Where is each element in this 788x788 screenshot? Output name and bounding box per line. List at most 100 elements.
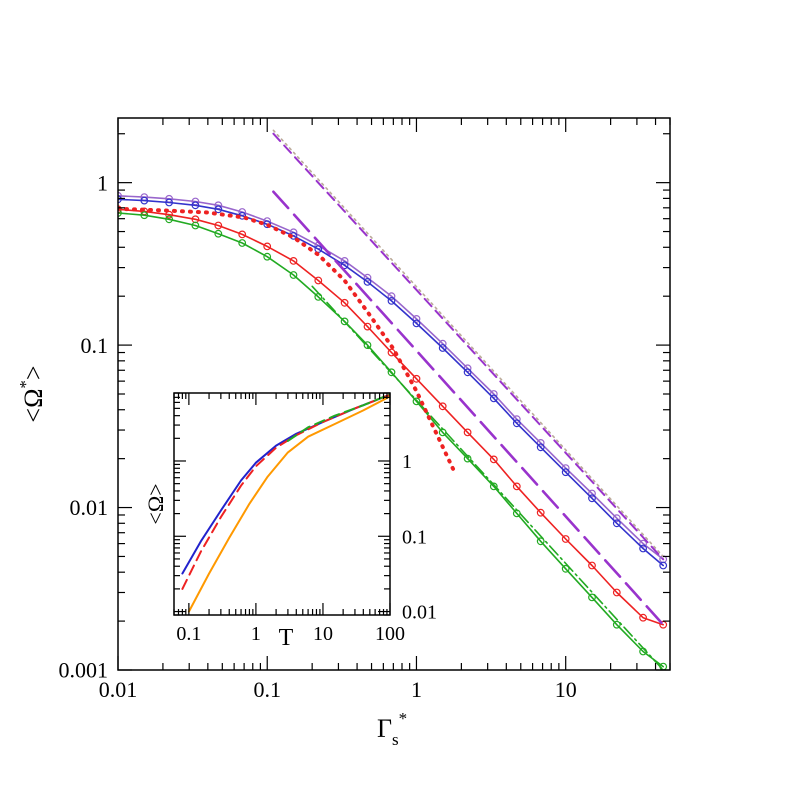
inset-x-tick-label: 100: [375, 623, 405, 645]
inset-plot-data: [181, 393, 390, 613]
main-series-0-point: [118, 191, 122, 200]
main-series-0-point: [639, 539, 647, 548]
main-series-1-point: [438, 344, 447, 352]
main-y-label-main: <Ω: [19, 389, 48, 423]
main-series-2-point: [238, 230, 247, 239]
inset-y-tick-label: 0.1: [402, 526, 427, 548]
main-series-0-point: [387, 292, 396, 301]
inset-series-2-line: [187, 395, 390, 613]
inset-series-3-line: [286, 393, 390, 442]
main-series-1-point: [489, 394, 498, 403]
main-series-2-point: [612, 588, 621, 597]
main-series-3-point: [363, 341, 372, 350]
main-series-0-point: [612, 514, 621, 523]
main-y-label-end: >: [19, 365, 48, 380]
main-series-2-point: [363, 322, 372, 331]
main-series-0-line: [118, 195, 664, 561]
main-series-1-point: [588, 494, 596, 503]
main-series-3-point: [387, 368, 396, 377]
main-series-3-point: [118, 209, 122, 217]
main-series-1-point: [118, 195, 122, 204]
inset-x-axis-label: T: [279, 625, 294, 651]
inset-y-axis-label: <Ω>: [143, 483, 168, 524]
inset-plot-frame: [173, 392, 391, 616]
main-y-axis-label: <Ω*>: [16, 365, 48, 422]
main-series-1-point: [140, 196, 149, 205]
main-x-label-sup: *: [399, 709, 408, 728]
main-y-tick-label: 0.01: [70, 495, 109, 520]
main-x-label-main: Γ: [377, 714, 392, 743]
main-series-3-point: [289, 271, 298, 279]
main-series-1-point: [612, 519, 621, 528]
main-series-2-point: [463, 428, 472, 437]
main-series-1-point: [387, 297, 396, 305]
main-series-2-point: [314, 276, 323, 285]
main-series-1-point: [214, 205, 223, 214]
inset-background: [174, 393, 390, 615]
main-plot-data: [118, 129, 668, 670]
main-plot-frame: [117, 117, 671, 671]
main-series-3-point: [214, 229, 223, 238]
main-x-tick-label: 10: [555, 677, 577, 702]
main-series-1-point: [165, 198, 174, 207]
main-series-4-line: [272, 132, 665, 561]
main-series-1-point: [363, 278, 372, 286]
main-x-tick-label: 1: [411, 677, 422, 702]
main-series-1-point: [639, 544, 647, 553]
main-y-tick-label: 0.001: [59, 658, 109, 683]
inset-x-tick-label: 0.1: [176, 623, 201, 645]
main-series-2-point: [536, 508, 545, 517]
main-series-2-point: [165, 210, 174, 219]
main-series-1-point: [191, 201, 200, 210]
main-series-2-point: [263, 242, 272, 251]
inset-x-tick-label: 1: [251, 623, 261, 645]
main-series-7-line: [311, 285, 664, 670]
main-series-1-point: [463, 368, 472, 377]
main-series-3-point: [140, 211, 149, 220]
main-series-2-line: [118, 208, 664, 626]
main-series-0-point: [412, 315, 421, 323]
main-series-2-point: [561, 535, 570, 543]
main-series-0-point: [340, 257, 349, 265]
main-series-2-point: [639, 613, 647, 622]
main-x-axis-label: Γs*: [377, 709, 407, 749]
main-series-8-line: [118, 206, 457, 475]
main-series-5-line: [272, 129, 664, 558]
main-series-1-point: [412, 319, 421, 328]
main-series-1-point: [659, 561, 668, 570]
main-series-3-point: [561, 564, 570, 573]
main-series-2-point: [438, 402, 447, 411]
main-series-3-point: [263, 252, 272, 261]
main-series-3-point: [536, 537, 545, 546]
main-series-6-line: [272, 190, 665, 626]
main-series-3-point: [489, 482, 498, 491]
main-series-1-point: [263, 220, 272, 229]
main-series-1-point: [536, 443, 545, 452]
main-series-3-point: [238, 239, 247, 247]
main-x-label-sub: s: [392, 730, 399, 749]
main-y-tick-label: 1: [97, 170, 108, 195]
main-series-0-point: [588, 489, 596, 498]
main-y-tick-label: 0.1: [81, 333, 109, 358]
inset-y-tick-label: 1: [402, 451, 412, 473]
main-series-3-point: [588, 593, 596, 602]
main-y-label-sup: *: [16, 380, 35, 389]
main-series-2-point: [489, 455, 498, 464]
inset-x-tick-label: 10: [313, 623, 333, 645]
main-series-3-point: [340, 317, 349, 326]
main-series-2-point: [289, 257, 298, 265]
main-series-2-point: [214, 221, 223, 230]
main-series-1-point: [561, 468, 570, 477]
main-x-tick-label: 0.1: [253, 677, 281, 702]
main-series-3-point: [165, 215, 174, 224]
main-series-3-point: [191, 221, 200, 230]
main-series-1-point: [512, 419, 521, 428]
main-series-2-point: [512, 482, 521, 491]
main-series-2-point: [118, 205, 122, 214]
main-series-2-point: [412, 374, 421, 383]
main-series-2-point: [340, 298, 349, 307]
main-series-3-point: [612, 620, 621, 629]
